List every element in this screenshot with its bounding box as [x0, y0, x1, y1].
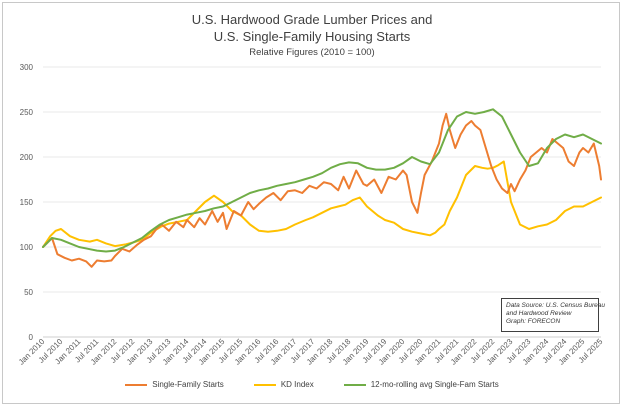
chart-title-line2: U.S. Single-Family Housing Starts [213, 29, 411, 44]
series-line-0 [42, 112, 602, 268]
source-line-2: and Hardwood Review [506, 310, 572, 317]
gridlines [43, 66, 601, 338]
chart-title: U.S. Hardwood Grade Lumber Prices and [191, 12, 433, 27]
y-axis-ticks: 0 50 100 150 200 250 300 [20, 63, 34, 342]
y-tick-label: 300 [20, 63, 34, 72]
y-tick-label: 50 [24, 288, 33, 297]
chart-subtitle: Relative Figures (2010 = 100) [249, 47, 375, 58]
data-source-box: Data Source: U.S. Census Bureau and Hard… [501, 298, 605, 332]
y-tick-label: 100 [20, 243, 34, 252]
legend-swatch-yellow [253, 383, 276, 386]
y-tick-label: 200 [20, 153, 34, 162]
legend-swatch-green [343, 383, 366, 386]
legend-label: Single-Family Starts [152, 380, 224, 389]
legend-label: KD Index [280, 380, 314, 389]
series-line-1 [42, 160, 602, 248]
source-line-3: Graph: FORECON [506, 318, 561, 325]
legend-item-rolling-avg: 12-mo-rolling avg Single-Fam Starts [343, 380, 499, 389]
y-tick-label: 150 [20, 198, 34, 207]
y-tick-label: 0 [29, 333, 34, 342]
legend-item-single-family-starts: Single-Family Starts [125, 380, 224, 389]
legend-label: 12-mo-rolling avg Single-Fam Starts [370, 380, 499, 389]
legend: Single-Family Starts KD Index 12-mo-roll… [0, 380, 624, 389]
legend-item-kd-index: KD Index [253, 380, 314, 389]
source-line-1: Data Source: U.S. Census Bureau [506, 302, 605, 309]
series-lines [42, 108, 602, 268]
legend-swatch-orange [125, 383, 148, 386]
y-tick-label: 250 [20, 108, 34, 117]
series-line-2 [42, 108, 602, 253]
